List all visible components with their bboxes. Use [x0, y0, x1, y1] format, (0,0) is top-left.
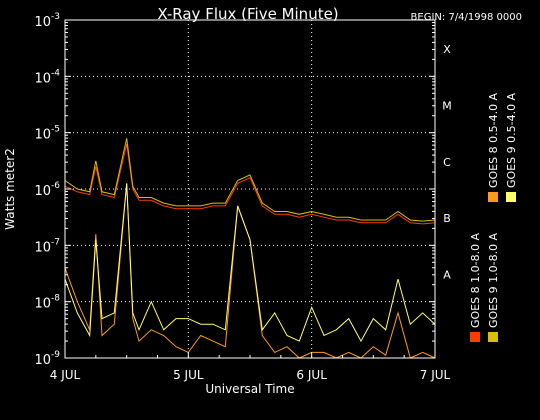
flare-class-label-a: A: [443, 269, 451, 282]
y-tick-label: 10-8: [34, 294, 60, 312]
chart-title: X-Ray Flux (Five Minute): [157, 5, 338, 23]
flare-class-label-m: M: [442, 100, 452, 113]
x-tick-label: 6 JUL: [296, 368, 327, 382]
series-line-1: [64, 143, 436, 225]
series-layer: [64, 138, 436, 359]
legend: GOES 8 1.0-8.0 A GOES 8 0.5-4.0 A GOES 9 1…: [469, 92, 518, 342]
y-tick-label: 10-6: [34, 181, 60, 199]
series-line-3: [64, 138, 436, 222]
flare-class-label-b: B: [443, 212, 451, 225]
flare-class-label-x: X: [443, 43, 451, 56]
x-tick-label: 7 JUL: [420, 368, 451, 382]
x-axis: 4 JUL 5 JUL 6 JUL 7 JUL: [50, 352, 451, 382]
legend-label: GOES 8 1.0-8.0 A: [469, 232, 482, 328]
x-tick-label: 4 JUL: [50, 368, 81, 382]
x-axis-label: Universal Time: [205, 382, 294, 396]
y-axis: 10-9 10-8 10-7 10-6 10-5 10-4 10-3: [34, 12, 435, 368]
gridlines: [65, 20, 435, 358]
flare-class-labels: X M C B A: [442, 43, 452, 281]
y-tick-label: 10-4: [34, 68, 60, 86]
y-tick-label: 10-9: [34, 350, 60, 368]
legend-swatch: [488, 332, 498, 342]
flare-class-label-c: C: [443, 156, 451, 169]
begin-label: BEGIN: 7/4/1998 0000: [411, 12, 522, 23]
y-tick-label: 10-7: [34, 237, 60, 255]
legend-swatch: [470, 332, 480, 342]
series-line-4: [64, 183, 436, 343]
legend-swatch: [488, 192, 498, 202]
y-tick-label: 10-5: [34, 125, 60, 143]
legend-label: GOES 8 0.5-4.0 A: [487, 92, 500, 188]
legend-swatch: [506, 192, 516, 202]
x-tick-label: 5 JUL: [173, 368, 204, 382]
legend-label: GOES 9 0.5-4.0 A: [505, 92, 518, 188]
y-tick-label: 10-3: [34, 12, 60, 30]
legend-label: GOES 9 1.0-8.0 A: [487, 232, 500, 328]
y-axis-label: Watts meter2: [3, 148, 17, 230]
